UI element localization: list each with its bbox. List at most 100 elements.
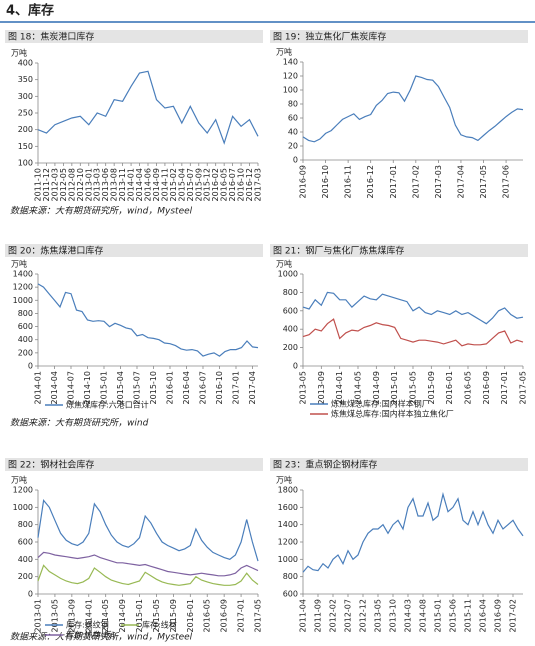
x-tick-label: 2015-06	[449, 599, 458, 632]
data-line	[37, 551, 259, 577]
x-tick-label: 2017-04	[248, 371, 257, 404]
y-tick-label: 400	[18, 59, 33, 68]
y-tick-label: 1000	[278, 270, 298, 279]
x-tick-label: 2014-04	[50, 371, 59, 404]
x-tick-label: 2015-11	[464, 599, 473, 632]
legend-label: 炼焦煤库存:六港口合计	[66, 400, 149, 410]
x-tick-label: 2012-10	[76, 168, 85, 201]
y-tick-label: 350	[18, 75, 33, 84]
y-tick-label: 0	[293, 362, 298, 371]
y-tick-label: 100	[18, 159, 33, 168]
x-tick-label: 2014-07	[67, 371, 76, 404]
x-tick-label: 2016-12	[245, 168, 254, 201]
x-tick-label: 2015-04	[116, 371, 125, 404]
y-tick-label: 0	[28, 590, 33, 599]
source-note: 数据来源：大有期货研究所，wind	[10, 418, 149, 429]
x-tick-label: 2011-09	[314, 599, 323, 632]
legend-label: 炼焦煤总库存:国内样本独立焦化厂	[331, 409, 454, 419]
x-tick-label: 2012-02	[329, 599, 338, 632]
x-tick-label: 2016-10	[215, 371, 224, 404]
unit-label: 万吨	[11, 259, 27, 269]
x-tick-label: 2015-09	[427, 371, 436, 404]
x-tick-label: 2013-11	[118, 168, 127, 201]
unit-label: 万吨	[276, 475, 292, 485]
x-tick-label: 2015-09	[169, 599, 178, 632]
legend-label: 库存:螺纹钢	[66, 620, 109, 630]
x-tick-label: 2016-01	[186, 599, 195, 632]
unit-label: 万吨	[276, 47, 292, 57]
x-tick-label: 2015-10	[149, 371, 158, 404]
x-tick-label: 2015-05	[152, 599, 161, 632]
y-tick-label: 200	[18, 348, 33, 357]
x-tick-label: 2014-09	[152, 168, 161, 201]
y-tick-label: 1200	[278, 538, 298, 547]
x-tick-label: 2013-01	[34, 599, 43, 632]
x-tick-label: 2011-12	[42, 168, 51, 201]
x-tick-label: 2014-08	[419, 599, 428, 632]
y-tick-label: 800	[283, 288, 298, 297]
x-tick-label: 2013-05	[50, 599, 59, 632]
y-tick-label: 800	[283, 572, 298, 581]
title-bar	[270, 30, 528, 43]
x-tick-label: 2017-04	[456, 165, 465, 198]
x-tick-label: 2013-05	[374, 599, 383, 632]
y-tick-label: 1800	[278, 486, 298, 495]
y-tick-label: 0	[293, 156, 298, 165]
y-tick-label: 140	[283, 58, 298, 67]
y-tick-label: 600	[18, 538, 33, 547]
x-tick-label: 2014-04	[135, 168, 144, 201]
data-line	[37, 70, 259, 145]
legend-label: 炼焦煤总库存:国内样本钢厂	[331, 399, 430, 409]
legend-label: 库存:热卷(板)	[66, 630, 115, 640]
x-tick-label: 2012-08	[67, 168, 76, 201]
x-tick-label: 2016-09	[482, 371, 491, 404]
legend-label: 库存:线材	[142, 620, 177, 630]
x-tick-label: 2016-01	[445, 371, 454, 404]
data-line	[37, 283, 259, 357]
x-tick-label: 2013-06	[101, 168, 110, 201]
unit-label: 万吨	[11, 48, 27, 58]
x-tick-label: 2015-01	[135, 599, 144, 632]
y-tick-label: 1400	[278, 520, 298, 529]
x-tick-label: 2016-10	[321, 165, 330, 198]
x-tick-label: 2015-07	[186, 168, 195, 201]
y-tick-label: 40	[288, 128, 298, 137]
x-tick-label: 2017-03	[254, 168, 263, 201]
y-tick-label: 1200	[13, 486, 33, 495]
x-tick-label: 2012-05	[59, 168, 68, 201]
y-tick-label: 1600	[278, 503, 298, 512]
x-tick-label: 2017-03	[434, 165, 443, 198]
data-line	[302, 291, 524, 325]
x-tick-label: 2016-09	[220, 599, 229, 632]
x-tick-label: 2017-05	[254, 599, 263, 632]
source-note: 数据来源：大有期货研究所，wind，Mysteel	[10, 206, 193, 217]
y-tick-label: 20	[288, 142, 298, 151]
x-tick-label: 2017-05	[479, 165, 488, 198]
data-line	[302, 318, 524, 347]
y-tick-label: 80	[288, 100, 298, 109]
x-tick-label: 2013-08	[110, 168, 119, 201]
x-tick-label: 2014-01	[335, 371, 344, 404]
x-tick-label: 2013-05	[299, 371, 308, 404]
x-tick-label: 2014-01	[127, 168, 136, 201]
x-tick-label: 2016-04	[182, 371, 191, 404]
y-tick-label: 1000	[13, 296, 33, 305]
x-tick-label: 2014-01	[84, 599, 93, 632]
title-bar	[270, 244, 528, 257]
x-tick-label: 2016-07	[199, 371, 208, 404]
x-tick-label: 2016-09	[299, 165, 308, 198]
y-tick-label: 120	[283, 72, 298, 81]
y-tick-label: 1000	[13, 503, 33, 512]
y-tick-label: 250	[18, 109, 33, 118]
x-tick-label: 2017-05	[519, 371, 528, 404]
unit-label: 万吨	[11, 475, 27, 485]
y-tick-label: 200	[18, 572, 33, 581]
x-tick-label: 2014-03	[404, 599, 413, 632]
y-tick-label: 0	[28, 362, 33, 371]
y-tick-label: 1400	[13, 270, 33, 279]
x-tick-label: 2016-05	[220, 168, 229, 201]
x-tick-label: 2014-05	[101, 599, 110, 632]
x-tick-label: 2015-12	[203, 168, 212, 201]
y-tick-label: 200	[18, 125, 33, 134]
